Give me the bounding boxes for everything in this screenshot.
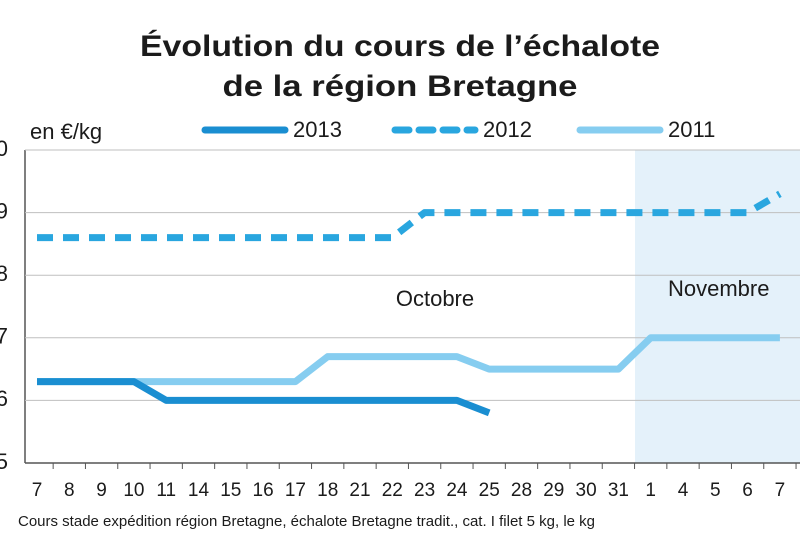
- legend-label: 2013: [293, 117, 342, 142]
- x-tick-label: 15: [220, 480, 241, 501]
- x-tick-label: 14: [188, 480, 210, 501]
- x-tick-label: 4: [678, 480, 689, 501]
- note: Cours stade expédition région Bretagne, …: [18, 513, 595, 530]
- y-tick-label: 0,8: [0, 261, 8, 286]
- x-tick-label: 7: [32, 480, 43, 501]
- legend-label: 2012: [483, 117, 532, 142]
- annotation: Novembre: [668, 276, 769, 301]
- y-tick-label: 0,5: [0, 449, 8, 474]
- y-tick-label: 0,9: [0, 198, 8, 223]
- x-tick-label: 16: [253, 480, 274, 501]
- x-tick-label: 21: [349, 480, 370, 501]
- chart-title: de la région Bretagne: [223, 70, 578, 103]
- series-line: [37, 378, 491, 417]
- x-tick-label: 7: [775, 480, 786, 501]
- x-tick-label: 30: [576, 480, 597, 501]
- y-tick-label: 1,0: [0, 136, 8, 161]
- x-tick-label: 22: [382, 480, 403, 501]
- x-tick-label: 18: [317, 480, 338, 501]
- x-tick-label: 6: [742, 480, 753, 501]
- x-tick-label: 5: [710, 480, 721, 501]
- x-tick-label: 25: [479, 480, 500, 501]
- y-unit-label: en €/kg: [30, 119, 102, 144]
- x-tick-label: 24: [446, 480, 468, 501]
- x-tick-label: 1: [645, 480, 656, 501]
- legend-label: 2011: [668, 117, 715, 142]
- x-tick-label: 17: [285, 480, 306, 501]
- x-tick-label: 31: [608, 480, 629, 501]
- series-line: [37, 190, 782, 242]
- annotation: Octobre: [396, 286, 474, 311]
- chart-title: Évolution du cours de l’échalote: [140, 29, 660, 63]
- x-tick-label: 10: [123, 480, 144, 501]
- y-tick-label: 0,7: [0, 324, 8, 349]
- x-tick-label: 29: [543, 480, 564, 501]
- y-tick-label: 0,6: [0, 386, 8, 411]
- x-tick-label: 8: [64, 480, 75, 501]
- x-tick-label: 28: [511, 480, 532, 501]
- x-tick-label: 23: [414, 480, 435, 501]
- november-band: [635, 150, 800, 463]
- x-tick-label: 11: [156, 480, 176, 501]
- x-tick-label: 9: [96, 480, 107, 501]
- series-line: [37, 334, 780, 386]
